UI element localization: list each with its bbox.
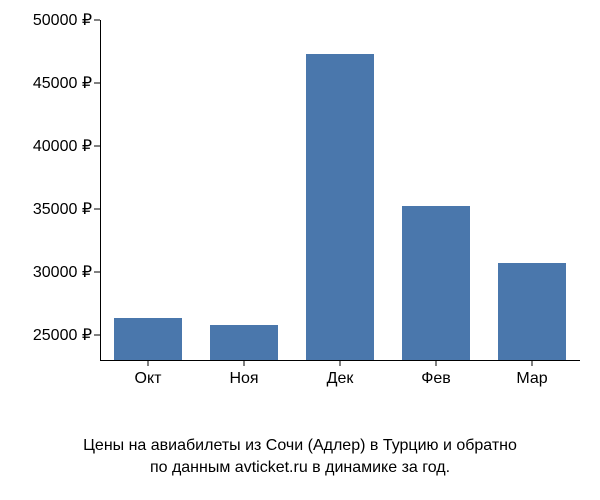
bar (402, 206, 469, 360)
x-tick-mark (340, 360, 341, 366)
x-axis: Окт Ноя Дек Фев Мар (100, 360, 580, 400)
x-tick-mark (532, 360, 533, 366)
y-tick-label: 40000 ₽ (33, 136, 92, 156)
x-tick-mark (148, 360, 149, 366)
caption-line-1: Цены на авиабилеты из Сочи (Адлер) в Тур… (83, 437, 517, 454)
y-tick-label: 45000 ₽ (33, 73, 92, 93)
bar (498, 263, 565, 360)
y-tick-label: 25000 ₽ (33, 325, 92, 345)
x-tick-mark (244, 360, 245, 366)
x-tick-label: Фев (421, 370, 451, 388)
y-axis: 25000 ₽30000 ₽35000 ₽40000 ₽45000 ₽50000… (0, 20, 100, 360)
chart-caption: Цены на авиабилеты из Сочи (Адлер) в Тур… (0, 420, 600, 480)
y-tick-label: 35000 ₽ (33, 199, 92, 219)
x-tick-label: Ноя (229, 370, 258, 388)
x-tick-label: Окт (135, 370, 162, 388)
caption-line-2: по данным avticket.ru в динамике за год. (150, 459, 450, 476)
x-tick-label: Дек (327, 370, 354, 388)
x-tick-mark (436, 360, 437, 366)
bar (114, 318, 181, 360)
bar (210, 325, 277, 360)
x-tick-label: Мар (516, 370, 547, 388)
y-tick-label: 30000 ₽ (33, 262, 92, 282)
plot-area (100, 20, 580, 360)
chart-container: 25000 ₽ 30000 ₽ 35000 ₽ 40000 ₽ 45000 ₽ 50000… (0, 0, 600, 420)
y-tick-label: 50000 ₽ (33, 10, 92, 30)
bar (306, 54, 373, 360)
